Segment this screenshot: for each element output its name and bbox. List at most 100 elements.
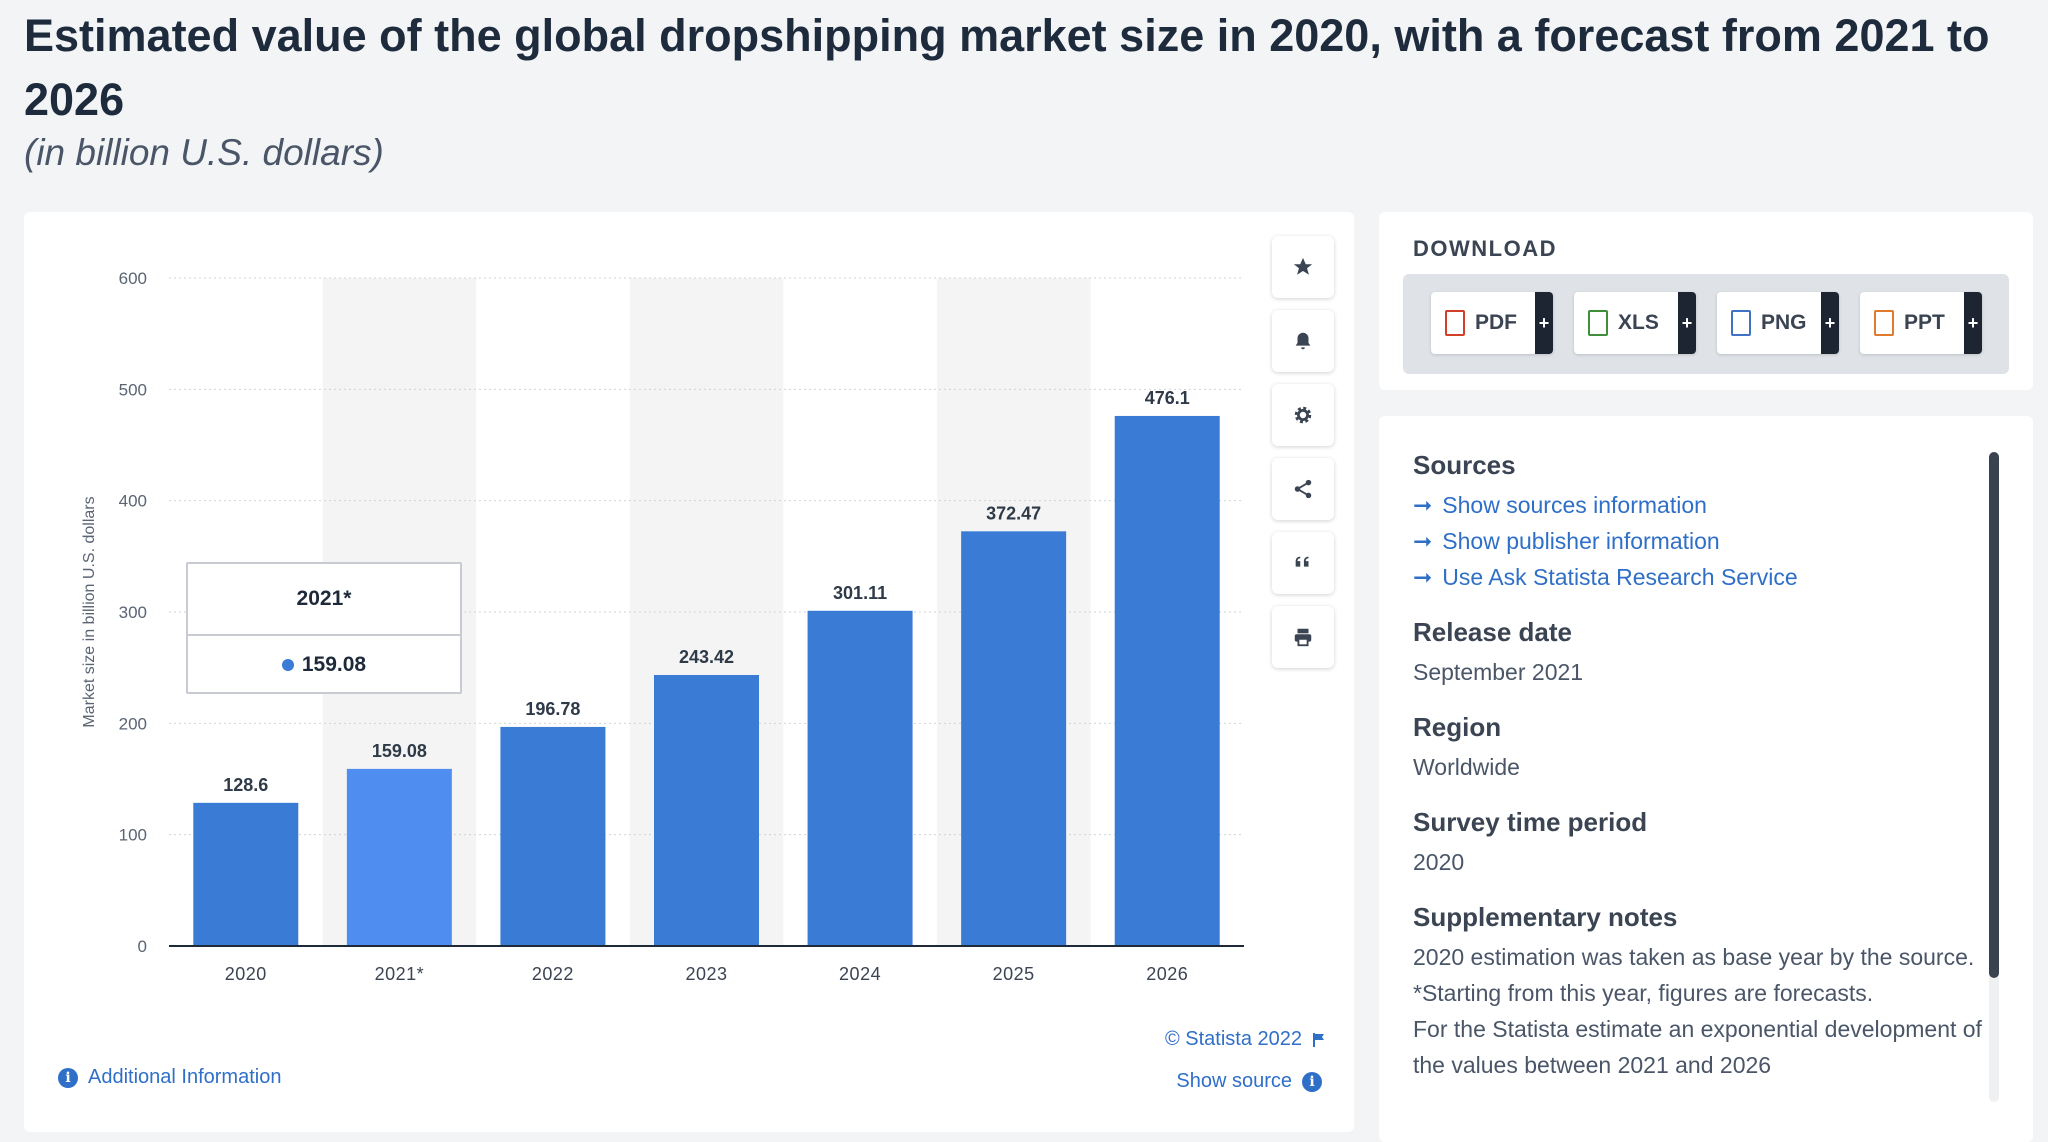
region-heading: Region [1413,712,1502,742]
bar [346,768,452,946]
chart-card: 0 100 200 300 400 500 600 Market size in billio… [24,212,1354,1132]
statista-credit[interactable]: © Statista 2022 [1165,1028,1326,1051]
show-publisher-link[interactable]: ➞ Show publisher information [1413,523,1983,559]
x-tick-label: 2024 [839,964,881,984]
note-line: *Starting from this year, figures are fo… [1413,980,1874,1006]
x-tick-label: 2021* [375,964,425,984]
xls-file-icon [1588,310,1608,336]
notes-heading: Supplementary notes [1413,902,1678,932]
download-pdf-button[interactable]: PDF + [1431,292,1553,354]
download-format-label: XLS [1618,311,1659,334]
additional-information-text: Additional Information [88,1066,282,1088]
favorite-button[interactable] [1272,236,1334,298]
y-tick-label: 500 [119,380,147,399]
credit-text: © Statista 2022 [1164,1028,1302,1050]
note-line: For the Statista estimate an exponential… [1413,1016,1982,1078]
additional-information-link[interactable]: i Additional Information [58,1066,281,1089]
data-label: 243.42 [679,647,734,667]
plus-icon: + [1678,292,1696,354]
tooltip-category: 2021* [188,564,460,636]
note-line: 2020 estimation was taken as base year b… [1413,944,1975,970]
download-xls-button[interactable]: XLS + [1574,292,1696,354]
arrow-right-icon: ➞ [1413,564,1433,590]
info-card: Sources ➞ Show sources information ➞ Sho… [1379,416,2033,1142]
notification-button[interactable] [1272,310,1334,372]
link-text: Show publisher information [1442,528,1720,554]
plus-icon: + [1964,292,1982,354]
data-label: 159.08 [372,741,427,761]
download-format-label: PNG [1761,311,1807,334]
settings-button[interactable] [1272,384,1334,446]
download-buttons: PDF + XLS + PNG + PPT + [1403,274,2009,374]
tooltip-value: 159.08 [301,653,367,676]
bar-chart: 0 100 200 300 400 500 600 Market size in billio… [81,269,1244,984]
show-source-link[interactable]: Show source i [1176,1070,1322,1093]
print-icon [1294,628,1312,647]
y-axis-title: Market size in billion U.S. dollars [81,496,98,727]
tooltip-value-row: 159.08 [188,636,460,694]
pdf-file-icon [1445,310,1465,336]
y-tick-label: 600 [119,269,147,288]
x-tick-label: 2020 [225,964,267,984]
y-tick-label: 400 [119,492,147,511]
data-label: 128.6 [223,775,268,795]
survey-period-value: 2020 [1413,849,1465,875]
sources-section: Sources ➞ Show sources information ➞ Sho… [1413,450,1983,595]
info-icon: i [58,1067,78,1088]
x-tick-label: 2023 [685,964,727,984]
data-label: 476.1 [1145,388,1190,408]
release-date-section: Release date September 2021 [1413,617,1983,690]
data-label: 196.78 [525,699,580,719]
y-tick-label: 300 [119,603,147,622]
bar [1114,415,1220,946]
research-service-link[interactable]: ➞ Use Ask Statista Research Service [1413,559,1983,595]
print-button[interactable] [1272,606,1334,668]
x-tick-label: 2022 [532,964,574,984]
bar [654,674,759,946]
scrollbar-thumb[interactable] [1989,452,1999,978]
link-text: Use Ask Statista Research Service [1442,564,1798,590]
download-ppt-button[interactable]: PPT + [1860,292,1982,354]
flag-icon [1313,1032,1324,1047]
plus-icon: + [1535,292,1553,354]
png-file-icon [1731,310,1751,336]
cite-button[interactable] [1272,532,1334,594]
survey-period-section: Survey time period 2020 [1413,807,1983,880]
info-icon: i [1302,1071,1322,1092]
x-tick-label: 2026 [1146,964,1188,984]
data-label: 372.47 [986,503,1041,523]
chart-tooltip: 2021* 159.08 [186,562,462,694]
x-tick-label: 2025 [993,964,1035,984]
download-title: DOWNLOAD [1413,236,1557,261]
share-button[interactable] [1272,458,1334,520]
download-format-label: PDF [1475,311,1517,334]
arrow-right-icon: ➞ [1413,528,1433,554]
bell-icon [1295,332,1311,350]
download-card: DOWNLOAD PDF + XLS + PNG + PPT + [1379,212,2033,390]
page-title: Estimated value of the global dropshippi… [24,10,1990,125]
y-tick-label: 100 [119,826,147,845]
bar [193,802,299,946]
bar [961,531,1067,946]
survey-period-heading: Survey time period [1413,807,1648,837]
y-tick-label: 200 [119,714,147,733]
arrow-right-icon: ➞ [1413,492,1433,518]
link-text: Show sources information [1442,492,1707,518]
page-subtitle: (in billion U.S. dollars) [24,132,384,173]
bar [500,726,606,946]
sources-heading: Sources [1413,450,1516,480]
gear-icon [1294,406,1312,424]
ppt-file-icon [1874,310,1894,336]
show-sources-link[interactable]: ➞ Show sources information [1413,487,1983,523]
info-content: Sources ➞ Show sources information ➞ Sho… [1413,450,1983,1105]
region-value: Worldwide [1413,754,1520,780]
release-date-heading: Release date [1413,617,1572,647]
y-tick-label: 0 [138,937,147,956]
release-date-value: September 2021 [1413,659,1584,685]
download-png-button[interactable]: PNG + [1717,292,1839,354]
data-label: 301.11 [833,583,887,603]
show-source-text: Show source [1176,1070,1292,1092]
download-format-label: PPT [1904,311,1945,334]
plus-icon: + [1821,292,1839,354]
